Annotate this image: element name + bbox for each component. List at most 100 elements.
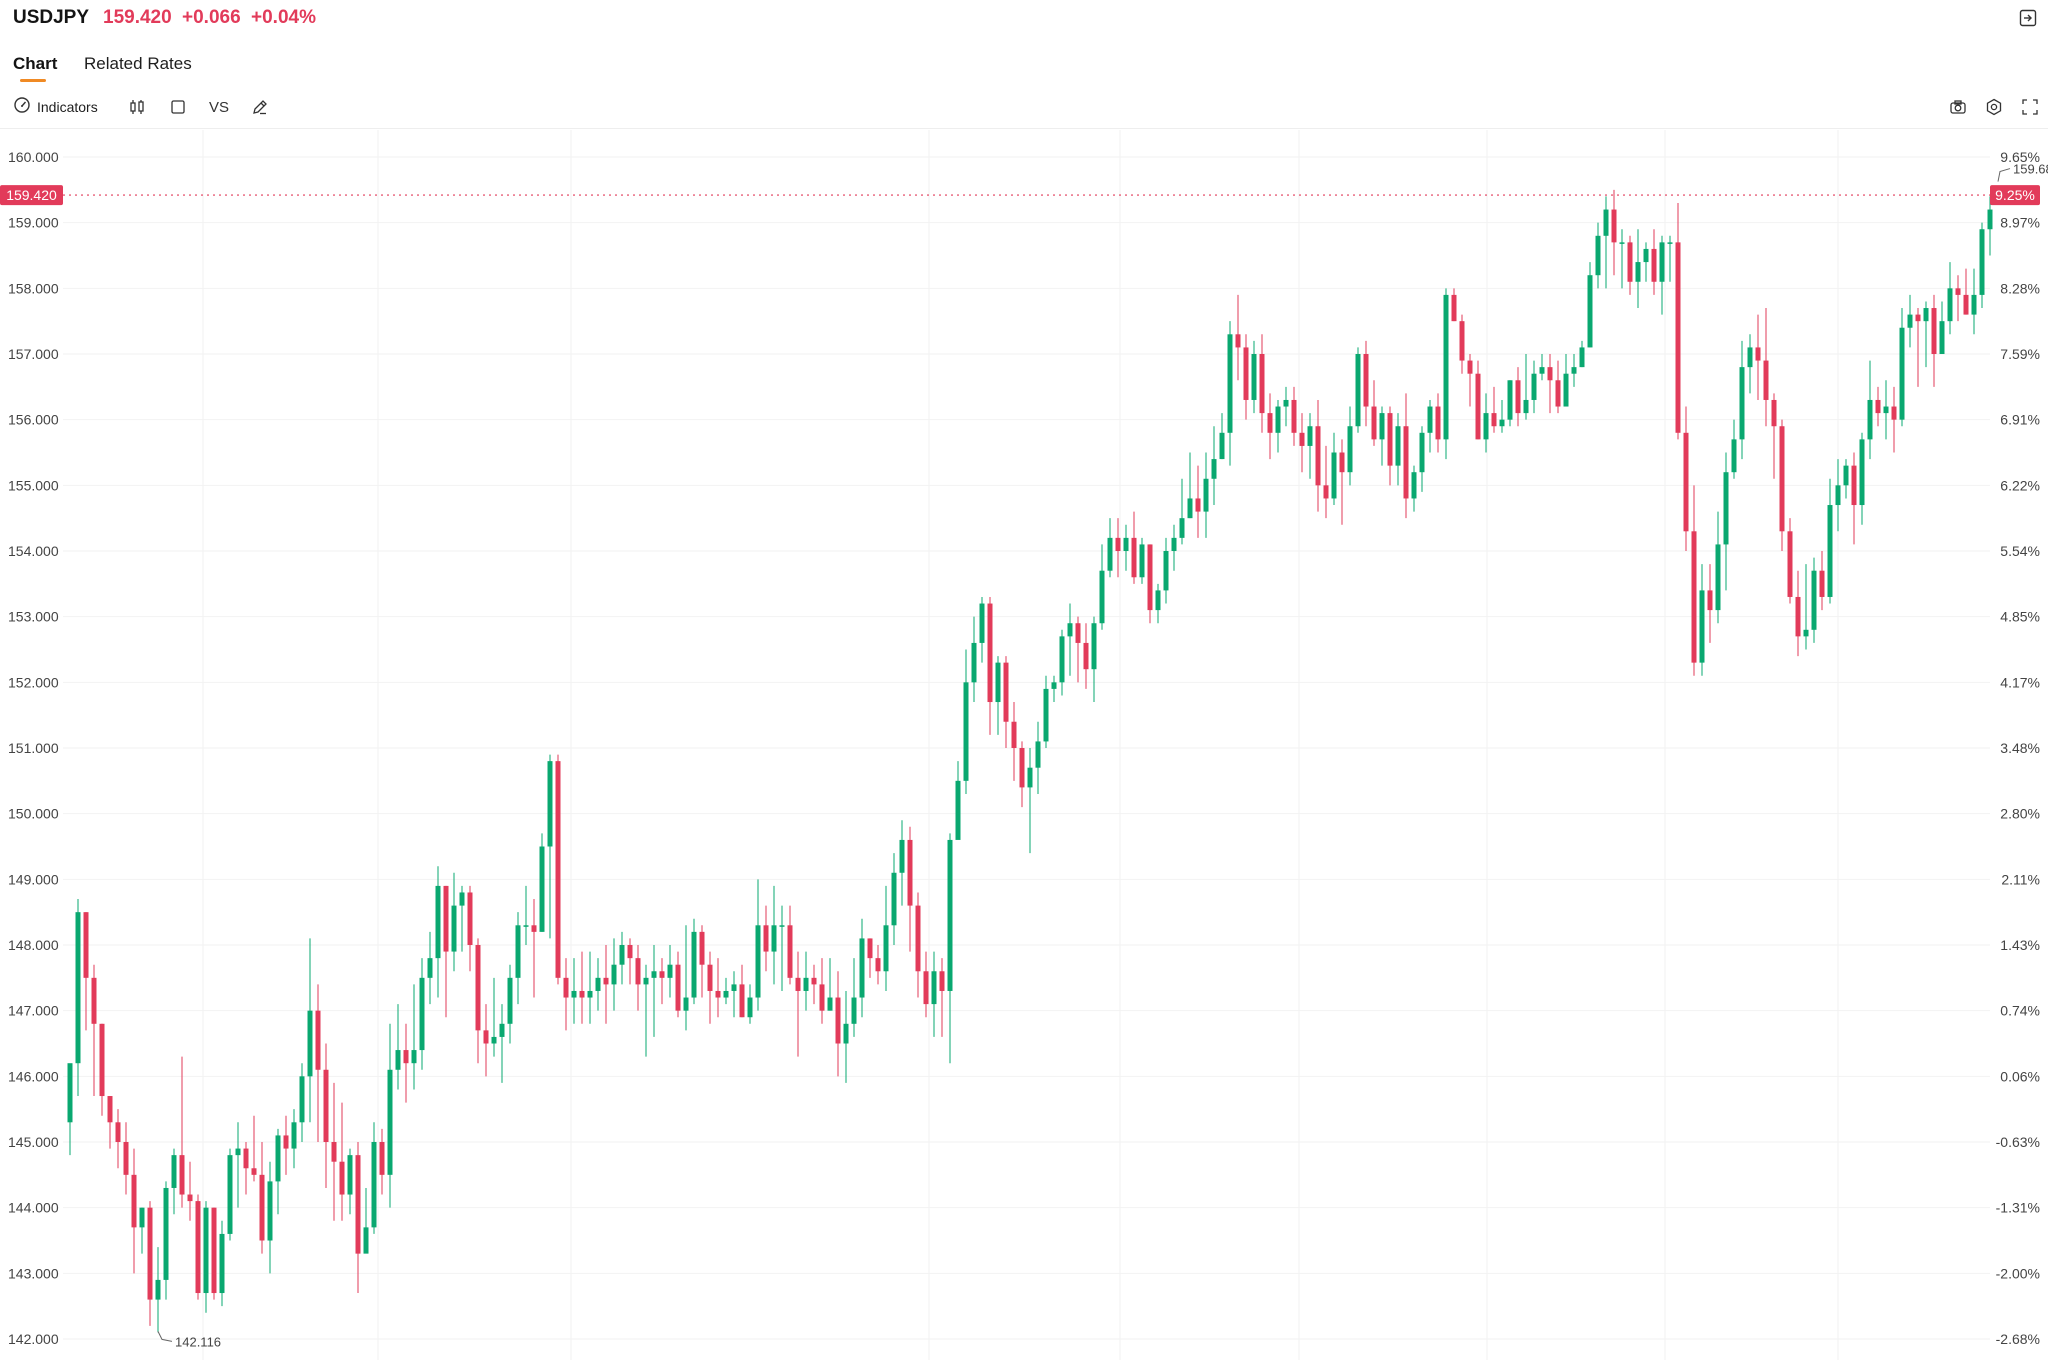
y-axis-percent-tick-label: 4.17% <box>2000 674 2040 690</box>
candle-body <box>1459 321 1465 361</box>
candle <box>211 1207 217 1300</box>
candle-body <box>275 1135 281 1182</box>
candle <box>1987 196 1993 256</box>
candle-body <box>555 761 561 978</box>
candle-body <box>1691 531 1697 663</box>
candle-body <box>1307 426 1313 446</box>
candle-body <box>1971 294 1977 315</box>
candle-body <box>1579 347 1585 368</box>
candle <box>1115 518 1121 578</box>
tab-related-rates[interactable]: Related Rates <box>84 54 192 73</box>
candle <box>283 1115 289 1175</box>
candle <box>1651 229 1657 295</box>
candle <box>1915 308 1921 387</box>
candle <box>891 853 897 945</box>
candle <box>923 951 929 1018</box>
candle-body <box>1635 262 1641 282</box>
candlestick-icon[interactable] <box>128 92 146 122</box>
candle-body <box>1275 406 1281 433</box>
candle-body <box>795 977 801 991</box>
candle <box>387 1023 393 1208</box>
candle <box>579 951 585 1024</box>
candle-body <box>1387 413 1393 466</box>
candle <box>811 964 817 1005</box>
candle-body <box>235 1148 241 1156</box>
candle-body <box>491 1036 497 1044</box>
candle <box>195 1194 201 1300</box>
candle-body <box>1699 590 1705 663</box>
candle <box>1899 308 1905 427</box>
candle-body <box>1531 373 1537 400</box>
candle <box>147 1201 153 1326</box>
candle-body <box>1315 426 1321 486</box>
price-chart[interactable]: 160.000 9.65% 159.000 8.97% 158.000 8.28% 157.… <box>0 130 2048 1360</box>
candle-body <box>635 958 641 985</box>
candle-body <box>1731 439 1737 473</box>
candle-body <box>603 977 609 985</box>
last-price: 159.420 <box>103 7 172 28</box>
candle-body <box>971 642 977 683</box>
candle-body <box>131 1174 137 1228</box>
price-change-percent: +0.04% <box>251 7 316 28</box>
candle-body <box>395 1050 401 1070</box>
candle <box>1155 583 1161 624</box>
candle-body <box>1739 367 1745 440</box>
candle <box>67 1063 73 1156</box>
candle <box>1051 675 1057 703</box>
candle-body <box>1651 248 1657 282</box>
candle-body <box>907 839 913 906</box>
candle <box>323 1043 329 1188</box>
candle-body <box>91 977 97 1024</box>
pencil-icon[interactable] <box>251 92 269 122</box>
candle <box>435 866 441 998</box>
candle <box>1587 262 1593 348</box>
candle <box>1763 308 1769 427</box>
candle-body <box>1883 406 1889 414</box>
candle <box>987 596 993 735</box>
candle <box>1795 570 1801 657</box>
candle <box>851 958 857 1037</box>
candle <box>1347 406 1353 486</box>
y-axis-percent-tick-label: 1.43% <box>2000 937 2040 953</box>
candle <box>731 971 737 1018</box>
tab-chart[interactable]: Chart <box>13 54 58 73</box>
y-axis-tick-label: 149.000 <box>8 871 59 887</box>
candle <box>1019 741 1025 808</box>
candle <box>1067 603 1073 676</box>
candle-body <box>1571 367 1577 374</box>
indicators-button[interactable]: Indicators <box>13 92 98 122</box>
candle-body <box>147 1207 153 1300</box>
candle-body <box>499 1023 505 1037</box>
candle-body <box>547 761 553 847</box>
candle-body <box>1259 354 1265 414</box>
candle <box>379 1128 385 1195</box>
compare-vs-button[interactable]: VS <box>209 92 229 122</box>
candle <box>995 656 1001 735</box>
y-axis-tick-label: 156.000 <box>8 412 59 428</box>
candle <box>1427 399 1433 453</box>
candle <box>635 945 641 1011</box>
camera-icon[interactable] <box>1949 92 1967 122</box>
y-axis-percent-tick-label: 8.28% <box>2000 280 2040 296</box>
candle-body <box>411 1050 417 1064</box>
candle-body <box>1171 537 1177 551</box>
candle-body <box>779 925 785 927</box>
candle-body <box>1563 373 1569 407</box>
candle <box>1483 393 1489 453</box>
candle-body <box>1667 242 1673 244</box>
candle <box>563 958 569 1031</box>
symbol-label: USDJPY <box>13 7 90 28</box>
candle-body <box>1019 748 1025 788</box>
candle <box>787 905 793 985</box>
candle-body <box>323 1069 329 1142</box>
last-percent-tag-label: 9.25% <box>1995 187 2035 203</box>
settings-gear-icon[interactable] <box>1985 92 2003 122</box>
square-icon[interactable] <box>170 92 186 122</box>
fullscreen-icon[interactable] <box>2021 92 2039 122</box>
y-axis-percent-tick-label: 0.06% <box>2000 1068 2040 1084</box>
exit-icon[interactable] <box>2018 8 2038 28</box>
candle <box>419 958 425 1070</box>
candle-body <box>1395 426 1401 466</box>
candle-body <box>507 977 513 1024</box>
candle-body <box>435 885 441 959</box>
